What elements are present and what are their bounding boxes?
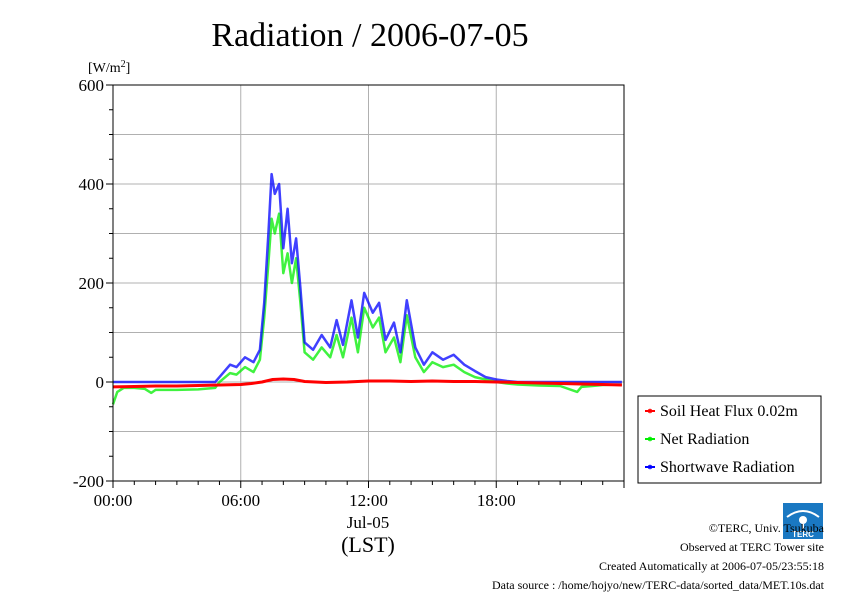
legend-label: Net Radiation bbox=[660, 431, 749, 448]
chart-title: Radiation / 2006-07-05 bbox=[211, 17, 528, 54]
series-line-1 bbox=[111, 212, 622, 405]
x-tick-label: 00:00 bbox=[94, 491, 133, 510]
x-axis-unit-label: (LST) bbox=[341, 532, 395, 557]
legend-box bbox=[637, 395, 822, 484]
y-tick-label: -200 bbox=[73, 472, 104, 491]
footer-site: Observed at TERC Tower site bbox=[679, 540, 824, 554]
y-axis-unit-text: [W/m bbox=[88, 61, 121, 76]
footer-source: Data source : /home/hojyo/new/TERC-data/… bbox=[491, 578, 824, 592]
x-tick-label: 12:00 bbox=[349, 491, 388, 510]
y-axis-unit-close: ] bbox=[126, 61, 131, 76]
x-axis-date-label: Jul-05 bbox=[347, 513, 390, 532]
series-layer bbox=[111, 172, 622, 405]
legend: Soil Heat Flux 0.02m Net Radiation Shortwa… bbox=[637, 395, 822, 484]
y-axis-label: [W/m2] bbox=[88, 59, 130, 76]
y-tick-label: 200 bbox=[79, 274, 105, 293]
y-tick-label: 400 bbox=[79, 175, 105, 194]
x-tick-label: 18:00 bbox=[477, 491, 516, 510]
footer-created: Created Automatically at 2006-07-05/23:5… bbox=[599, 559, 824, 573]
logo-text: TERC bbox=[792, 530, 814, 539]
series-line-0 bbox=[112, 377, 622, 389]
series-line-2 bbox=[113, 172, 622, 384]
terc-logo-icon: TERC bbox=[783, 503, 823, 539]
legend-label: Shortwave Radiation bbox=[660, 459, 795, 476]
terc-logo: TERC bbox=[783, 503, 823, 539]
y-tick-label: 600 bbox=[79, 76, 105, 95]
grid-lines bbox=[113, 85, 624, 481]
y-tick-label: 0 bbox=[96, 373, 105, 392]
legend-label: Soil Heat Flux 0.02m bbox=[660, 403, 798, 420]
legend-marker bbox=[647, 464, 653, 470]
footer-copyright: ©TERC, Univ. Tsukuba bbox=[708, 521, 824, 535]
x-tick-label: 06:00 bbox=[221, 491, 260, 510]
y-axis-unit-superscript: 2 bbox=[121, 59, 126, 70]
legend-marker bbox=[647, 408, 653, 414]
legend-marker bbox=[647, 436, 653, 442]
